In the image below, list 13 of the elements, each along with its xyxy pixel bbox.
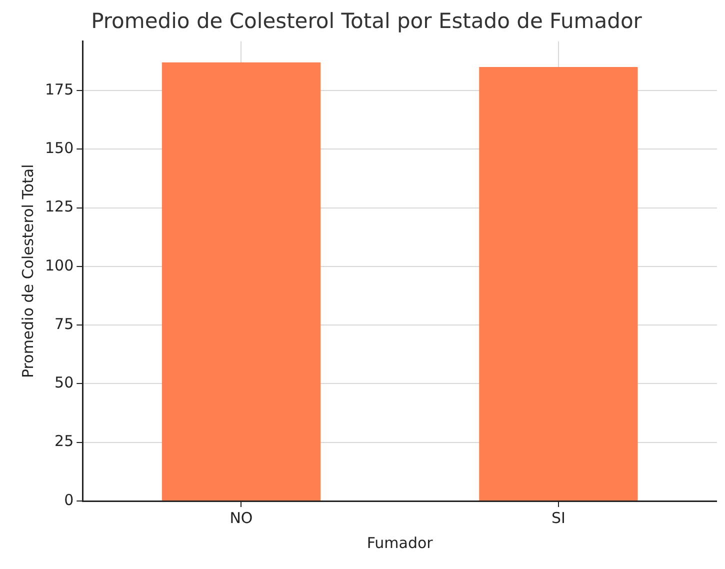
x-tick-label: SI <box>551 508 566 527</box>
y-tick-label: 150 <box>44 139 74 158</box>
y-tick-label: 100 <box>44 256 74 274</box>
x-tick-label: NO <box>230 508 253 527</box>
y-tick-label: 175 <box>44 80 74 98</box>
chart-title: Promedio de Colesterol Total por Estado de Fumador <box>91 9 642 34</box>
y-tick-label: 0 <box>64 490 74 509</box>
y-tick-label: 25 <box>54 432 74 450</box>
y-tick-label: 50 <box>54 374 74 392</box>
y-tick-label: 75 <box>54 314 74 333</box>
y-axis-title: Promedio de Colesterol Total <box>18 164 37 378</box>
y-tick-label: 125 <box>44 198 74 216</box>
x-axis-title: Fumador <box>366 534 434 552</box>
